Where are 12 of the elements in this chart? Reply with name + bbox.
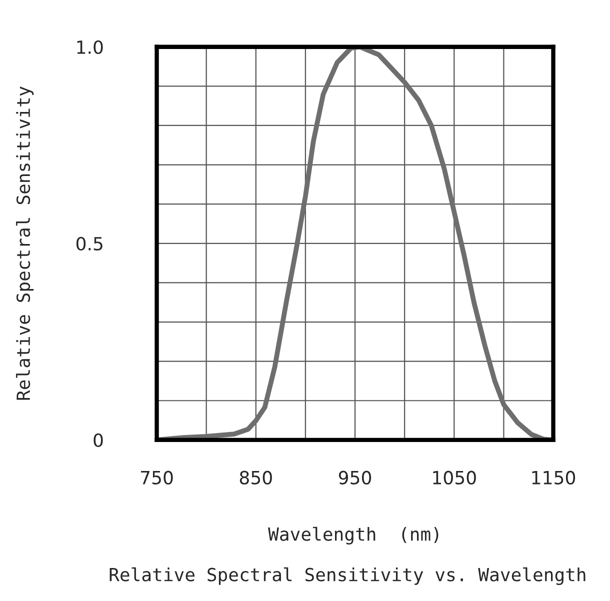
y-tick-label: 0 bbox=[94, 433, 103, 448]
x-tick-label: 1150 bbox=[532, 470, 576, 484]
y-tick-label: 0.5 bbox=[76, 236, 102, 251]
x-tick-label: 950 bbox=[338, 470, 372, 484]
text: Relative Spectral Sensitivity vs. Wavelength bbox=[110, 567, 586, 586]
y-axis-title: Relative Spectral Sensitivity bbox=[16, 86, 34, 400]
x-tick-label: 1050 bbox=[433, 470, 476, 484]
x-axis-title: Wavelength (nm) bbox=[268, 526, 438, 545]
line-series bbox=[156, 46, 554, 440]
x-tick-label: 850 bbox=[240, 470, 272, 484]
y-tick-label: 1.0 bbox=[77, 40, 103, 54]
x-tick-label: 750 bbox=[141, 470, 173, 484]
